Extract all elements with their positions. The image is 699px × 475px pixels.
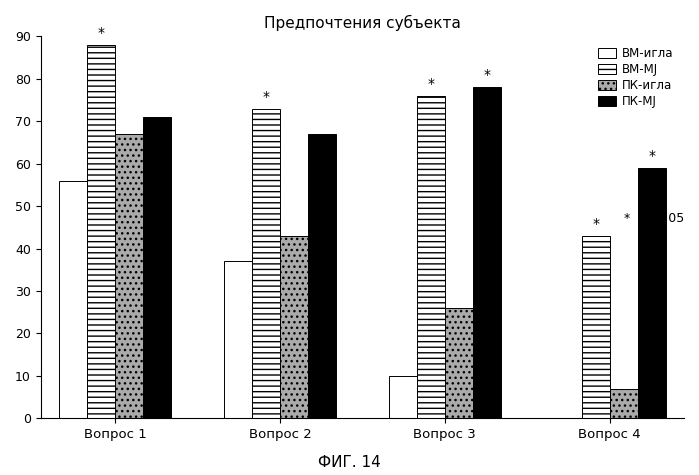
Bar — [445, 308, 473, 418]
Bar — [417, 96, 445, 418]
Text: *  P<0,05: * P<0,05 — [624, 212, 684, 225]
Bar — [115, 134, 143, 418]
Bar — [59, 180, 87, 418]
Bar — [308, 134, 336, 418]
Bar — [280, 236, 308, 418]
Text: *: * — [484, 68, 491, 82]
Text: *: * — [592, 217, 599, 231]
Text: ФИГ. 14: ФИГ. 14 — [318, 455, 381, 470]
Bar — [143, 117, 171, 418]
Bar — [224, 261, 252, 418]
Bar — [87, 45, 115, 418]
Bar — [252, 109, 280, 418]
Text: *: * — [427, 77, 434, 91]
Text: *: * — [649, 149, 656, 163]
Bar — [637, 168, 666, 418]
Title: Предпочтения субъекта: Предпочтения субъекта — [264, 15, 461, 31]
Text: *: * — [97, 26, 104, 40]
Text: *: * — [262, 89, 269, 104]
Bar — [582, 236, 610, 418]
Bar — [610, 389, 637, 418]
Bar — [389, 376, 417, 418]
Bar — [473, 87, 501, 418]
Legend: ВМ-игла, ВМ-MJ, ПК-игла, ПК-MJ: ВМ-игла, ВМ-MJ, ПК-игла, ПК-MJ — [593, 42, 678, 113]
